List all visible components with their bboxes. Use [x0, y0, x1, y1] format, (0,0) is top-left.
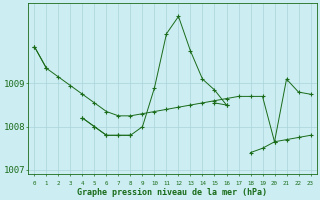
- X-axis label: Graphe pression niveau de la mer (hPa): Graphe pression niveau de la mer (hPa): [77, 188, 268, 197]
